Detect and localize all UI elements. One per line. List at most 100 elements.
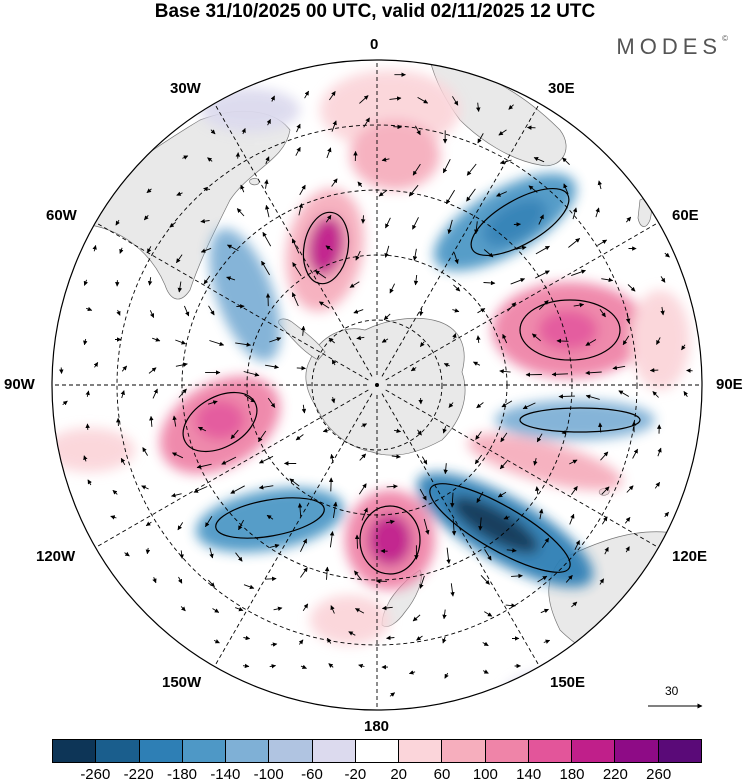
wind-vector	[625, 216, 632, 223]
wind-vector	[298, 203, 303, 216]
wind-vector	[178, 388, 187, 398]
wind-vector	[585, 394, 600, 400]
wind-vector	[474, 454, 483, 465]
wind-vector	[119, 247, 124, 254]
anomaly-neg-30w	[209, 228, 281, 362]
wind-vector	[361, 507, 368, 521]
wind-vector	[472, 361, 481, 366]
wind-vector	[625, 546, 630, 553]
wind-vector	[145, 521, 152, 527]
wind-vector	[538, 300, 549, 310]
colorbar-cell-1	[96, 740, 140, 762]
wind-vector	[243, 635, 251, 641]
wind-vector	[203, 275, 211, 285]
wind-vector	[571, 486, 578, 495]
wind-vector	[93, 362, 99, 368]
wind-vector	[389, 283, 396, 294]
wind-vector	[604, 546, 609, 555]
wind-vector	[601, 486, 610, 495]
lon-label-150e: 150E	[550, 674, 586, 691]
colorbar-cell-0	[53, 740, 97, 762]
anomaly-pos-sw	[52, 428, 135, 472]
wind-vector	[408, 670, 416, 675]
wind-vector	[573, 302, 585, 308]
wind-vector	[354, 534, 360, 549]
wind-vector	[419, 575, 425, 589]
wind-vector	[196, 463, 212, 469]
wind-vector	[235, 552, 243, 562]
anomaly-neg-90e	[495, 400, 655, 440]
wind-vector	[565, 574, 573, 583]
wind-vector	[538, 214, 544, 225]
wind-vector	[203, 186, 211, 192]
wind-vector	[329, 453, 335, 464]
wind-vector	[197, 426, 207, 432]
wind-vector	[200, 247, 212, 253]
meridian-line	[381, 393, 540, 667]
wind-vector	[182, 155, 189, 160]
wind-vector	[358, 483, 367, 495]
wind-vector	[177, 522, 184, 531]
wind-vector	[632, 448, 638, 459]
wind-vector	[62, 400, 68, 406]
wind-vector	[478, 517, 483, 531]
wind-vector	[325, 245, 333, 251]
wind-vector	[622, 335, 630, 346]
wind-vector	[551, 372, 569, 377]
wind-vector	[507, 302, 517, 312]
wind-vector	[149, 310, 155, 319]
wind-vector	[416, 635, 423, 641]
wind-vector	[452, 96, 459, 106]
wind-vector	[269, 337, 282, 343]
wind-vector	[599, 308, 606, 318]
antarctic-peninsula	[278, 318, 326, 361]
wind-vector	[511, 573, 523, 579]
lon-label-150w: 150W	[162, 674, 202, 691]
wind-vector	[116, 309, 121, 316]
wind-vector	[120, 457, 126, 466]
wind-vector	[537, 575, 548, 583]
wind-vector	[121, 365, 128, 372]
wind-vector	[452, 308, 460, 313]
wind-vector	[175, 362, 188, 367]
lon-label-30w: 30W	[170, 80, 201, 97]
wind-vector	[389, 692, 396, 697]
wind-vector	[330, 605, 335, 614]
wind-vector	[618, 390, 630, 397]
wind-vector	[503, 515, 510, 520]
wind-vector	[146, 188, 152, 194]
wind-vector	[265, 156, 270, 164]
wind-vector	[597, 239, 608, 246]
wind-vector	[300, 325, 306, 336]
wind-vector	[292, 262, 302, 277]
wind-vector	[574, 540, 580, 550]
wind-vector	[572, 207, 578, 220]
wind-vector	[453, 284, 461, 292]
wind-vector	[484, 611, 493, 617]
colorbar-cell-13	[615, 740, 659, 762]
wind-vector	[656, 337, 661, 345]
colorbar-tick-label: -180	[166, 766, 198, 783]
wind-vector	[314, 270, 327, 279]
wind-vector	[273, 606, 283, 611]
contours	[182, 187, 641, 575]
wind-vector	[226, 276, 236, 281]
wind-vector	[205, 516, 213, 528]
wind-vector	[261, 260, 270, 276]
wind-vector	[304, 90, 309, 99]
wind-vector	[561, 430, 569, 435]
wind-vector	[177, 281, 183, 293]
wind-vector	[413, 274, 419, 286]
south-georgia	[249, 178, 260, 186]
wind-vector	[326, 637, 332, 644]
wind-vector	[92, 244, 97, 252]
wind-vector	[353, 309, 364, 314]
wind-vector	[483, 280, 496, 286]
wind-vector	[235, 152, 241, 159]
wind-vector	[585, 370, 602, 376]
wind-vector	[83, 455, 88, 462]
wind-vector	[442, 636, 447, 644]
colorbar-cell-8	[399, 740, 443, 762]
wind-vector	[87, 479, 92, 486]
